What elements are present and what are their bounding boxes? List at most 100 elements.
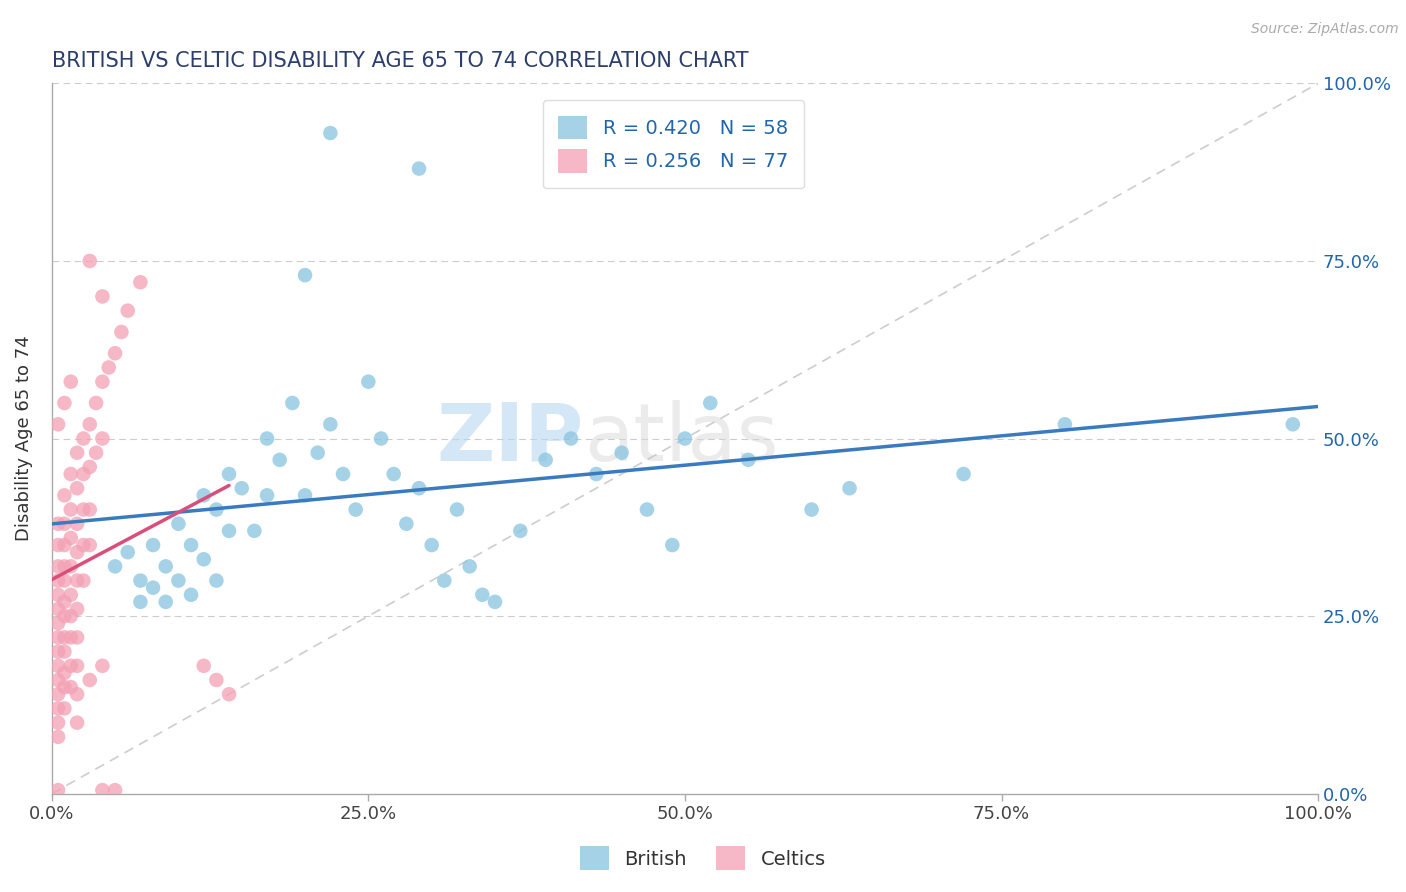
Point — [104, 559, 127, 574]
Point — [256, 432, 278, 446]
Point — [72, 538, 94, 552]
Point — [53, 631, 76, 645]
Point — [46, 715, 69, 730]
Point — [46, 602, 69, 616]
Point — [66, 446, 89, 460]
Point — [46, 616, 69, 631]
Point — [610, 446, 633, 460]
Y-axis label: Disability Age 65 to 74: Disability Age 65 to 74 — [15, 335, 32, 541]
Point — [53, 488, 76, 502]
Point — [104, 783, 127, 797]
Point — [72, 467, 94, 481]
Point — [800, 502, 823, 516]
Point — [142, 581, 165, 595]
Point — [46, 687, 69, 701]
Point — [1053, 417, 1076, 432]
Point — [294, 488, 316, 502]
Point — [91, 289, 114, 303]
Point — [53, 538, 76, 552]
Point — [193, 488, 215, 502]
Point — [408, 481, 430, 495]
Point — [53, 645, 76, 659]
Point — [66, 481, 89, 495]
Point — [408, 161, 430, 176]
Point — [737, 452, 759, 467]
Point — [104, 346, 127, 360]
Point — [59, 559, 82, 574]
Point — [307, 446, 329, 460]
Point — [661, 538, 683, 552]
Text: atlas: atlas — [583, 400, 778, 477]
Text: BRITISH VS CELTIC DISABILITY AGE 65 TO 74 CORRELATION CHART: BRITISH VS CELTIC DISABILITY AGE 65 TO 7… — [52, 51, 748, 70]
Point — [59, 467, 82, 481]
Point — [294, 268, 316, 282]
Point — [53, 701, 76, 715]
Point — [59, 658, 82, 673]
Point — [446, 502, 468, 516]
Point — [420, 538, 443, 552]
Point — [155, 559, 177, 574]
Point — [79, 673, 101, 687]
Point — [370, 432, 392, 446]
Point — [46, 538, 69, 552]
Point — [256, 488, 278, 502]
Point — [484, 595, 506, 609]
Point — [46, 673, 69, 687]
Point — [585, 467, 607, 481]
Point — [46, 645, 69, 659]
Point — [534, 452, 557, 467]
Point — [117, 545, 139, 559]
Point — [91, 783, 114, 797]
Point — [395, 516, 418, 531]
Point — [129, 574, 152, 588]
Point — [636, 502, 658, 516]
Point — [53, 516, 76, 531]
Point — [699, 396, 721, 410]
Point — [180, 538, 202, 552]
Text: Source: ZipAtlas.com: Source: ZipAtlas.com — [1251, 22, 1399, 37]
Point — [59, 609, 82, 624]
Point — [79, 417, 101, 432]
Point — [53, 680, 76, 694]
Point — [84, 396, 107, 410]
Point — [59, 680, 82, 694]
Point — [269, 452, 291, 467]
Point — [332, 467, 354, 481]
Point — [66, 687, 89, 701]
Point — [46, 783, 69, 797]
Point — [243, 524, 266, 538]
Point — [59, 588, 82, 602]
Point — [46, 730, 69, 744]
Point — [66, 516, 89, 531]
Point — [167, 516, 190, 531]
Point — [59, 631, 82, 645]
Point — [46, 417, 69, 432]
Point — [46, 631, 69, 645]
Point — [129, 595, 152, 609]
Point — [46, 701, 69, 715]
Point — [72, 574, 94, 588]
Point — [110, 325, 132, 339]
Point — [167, 574, 190, 588]
Point — [218, 467, 240, 481]
Point — [53, 595, 76, 609]
Point — [91, 375, 114, 389]
Point — [66, 602, 89, 616]
Point — [46, 588, 69, 602]
Point — [84, 446, 107, 460]
Point — [281, 396, 304, 410]
Point — [79, 459, 101, 474]
Point — [193, 658, 215, 673]
Point — [319, 417, 342, 432]
Point — [218, 524, 240, 538]
Point — [117, 303, 139, 318]
Point — [509, 524, 531, 538]
Point — [433, 574, 456, 588]
Point — [46, 658, 69, 673]
Point — [471, 588, 494, 602]
Point — [205, 673, 228, 687]
Point — [79, 502, 101, 516]
Point — [66, 658, 89, 673]
Point — [79, 538, 101, 552]
Point — [66, 574, 89, 588]
